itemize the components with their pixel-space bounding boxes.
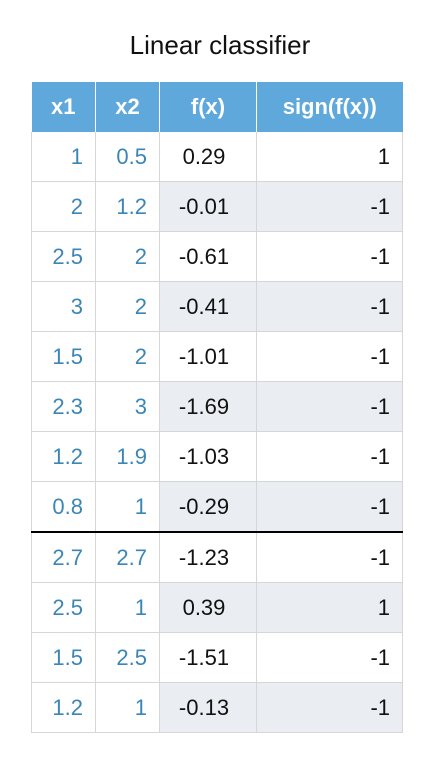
cell-x1: 2.7: [31, 532, 96, 583]
cell-fx: -0.13: [159, 682, 257, 733]
cell-x1: 1: [31, 132, 96, 182]
cell-sign: -1: [256, 381, 403, 432]
cell-x2: 2.7: [95, 532, 160, 583]
cell-fx: -1.69: [159, 381, 257, 432]
table-row: 2.7 2.7 -1.23 -1: [31, 532, 403, 583]
column-header-x1: x1: [31, 82, 96, 132]
cell-fx: -1.03: [159, 431, 257, 482]
cell-x2: 1.2: [95, 181, 160, 232]
cell-sign: -1: [256, 181, 403, 232]
table-title: Linear classifier: [129, 30, 311, 60]
classifier-table: x1 x2 f(x) sign(f(x)) 1 0.5 0.29 1 2 1.2…: [31, 82, 403, 733]
table-row: 1.5 2 -1.01 -1: [31, 331, 403, 382]
cell-sign: -1: [256, 682, 403, 733]
cell-sign: -1: [256, 281, 403, 332]
column-header-sign: sign(f(x)): [256, 82, 403, 132]
cell-x1: 2.5: [31, 582, 96, 633]
column-header-fx: f(x): [159, 82, 257, 132]
table-row: 3 2 -0.41 -1: [31, 281, 403, 332]
cell-fx: -0.61: [159, 231, 257, 282]
cell-x2: 3: [95, 381, 160, 432]
cell-fx: -1.23: [159, 532, 257, 583]
cell-x1: 1.2: [31, 682, 96, 733]
cell-x2: 1.9: [95, 431, 160, 482]
table-row: 2 1.2 -0.01 -1: [31, 181, 403, 232]
cell-x2: 0.5: [95, 132, 160, 182]
cell-sign: -1: [256, 331, 403, 382]
cell-fx: 0.29: [159, 132, 257, 182]
table-row: 1 0.5 0.29 1: [31, 132, 403, 182]
table-row: 2.3 3 -1.69 -1: [31, 381, 403, 432]
cell-sign: 1: [256, 132, 403, 182]
cell-x1: 2.3: [31, 381, 96, 432]
cell-x2: 1: [95, 682, 160, 733]
cell-x1: 3: [31, 281, 96, 332]
cell-x1: 1.2: [31, 431, 96, 482]
cell-x1: 2: [31, 181, 96, 232]
table-row: 2.5 2 -0.61 -1: [31, 231, 403, 282]
cell-x1: 1.5: [31, 331, 96, 382]
cell-fx: -1.51: [159, 632, 257, 683]
cell-sign: 1: [256, 582, 403, 633]
table-row: 2.5 1 0.39 1: [31, 582, 403, 633]
cell-sign: -1: [256, 231, 403, 282]
table-row: 0.8 1 -0.29 -1: [31, 481, 403, 533]
column-header-x2: x2: [95, 82, 160, 132]
cell-sign: -1: [256, 632, 403, 683]
table-row: 1.2 1 -0.13 -1: [31, 682, 403, 733]
cell-sign: -1: [256, 431, 403, 482]
cell-sign: -1: [256, 532, 403, 583]
cell-fx: -0.41: [159, 281, 257, 332]
cell-x2: 2.5: [95, 632, 160, 683]
cell-x2: 2: [95, 331, 160, 382]
header-row: x1 x2 f(x) sign(f(x)): [31, 82, 403, 132]
cell-x2: 2: [95, 231, 160, 282]
cell-sign: -1: [256, 481, 403, 533]
table-row: 1.2 1.9 -1.03 -1: [31, 431, 403, 482]
cell-x2: 1: [95, 481, 160, 533]
cell-x2: 2: [95, 281, 160, 332]
cell-fx: -0.01: [159, 181, 257, 232]
cell-fx: -0.29: [159, 481, 257, 533]
cell-x1: 1.5: [31, 632, 96, 683]
cell-x1: 0.8: [31, 481, 96, 533]
cell-fx: -1.01: [159, 331, 257, 382]
cell-x1: 2.5: [31, 231, 96, 282]
cell-x2: 1: [95, 582, 160, 633]
cell-fx: 0.39: [159, 582, 257, 633]
table-row: 1.5 2.5 -1.51 -1: [31, 632, 403, 683]
